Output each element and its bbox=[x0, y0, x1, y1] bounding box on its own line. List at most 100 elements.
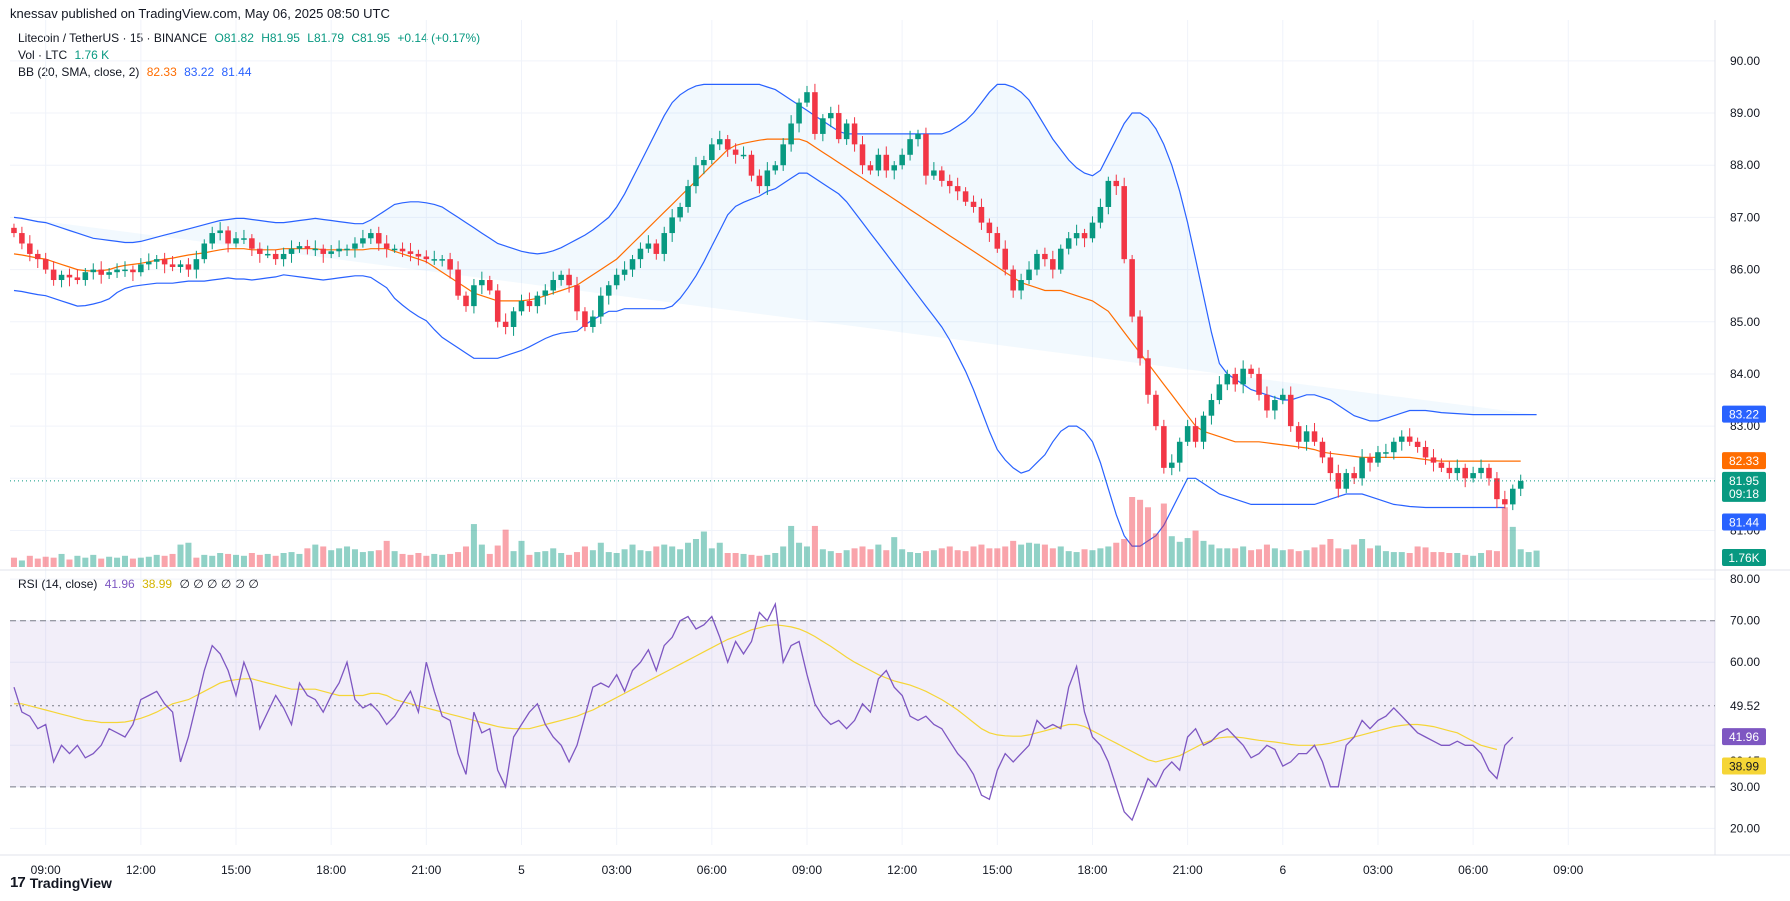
candle-body bbox=[629, 259, 636, 270]
candle-body bbox=[510, 311, 517, 327]
volume-bar bbox=[510, 551, 517, 567]
candle-body bbox=[566, 274, 572, 286]
candle-body bbox=[804, 92, 810, 103]
rsi-ma-value: 38.99 bbox=[142, 577, 173, 591]
candle-body bbox=[264, 253, 271, 256]
volume-bar bbox=[589, 550, 596, 567]
volume-bar bbox=[803, 546, 811, 567]
candle-body bbox=[534, 295, 541, 307]
candle-body bbox=[835, 113, 842, 140]
volume-bar bbox=[1073, 552, 1080, 567]
candle-body bbox=[375, 233, 382, 244]
volume-bar bbox=[399, 553, 406, 567]
rsi-tick-label: 80.00 bbox=[1730, 572, 1760, 586]
candle-body bbox=[1169, 462, 1175, 468]
candle-body bbox=[19, 233, 25, 244]
volume-bar bbox=[1144, 507, 1152, 567]
time-tick-label: 12:00 bbox=[887, 863, 917, 877]
rsi-legend[interactable]: RSI (14, close) 41.96 38.99 ∅ ∅ ∅ ∅ ∅ ∅ bbox=[18, 577, 263, 591]
volume-bar bbox=[978, 544, 985, 567]
candle-body bbox=[383, 243, 390, 249]
candle-body bbox=[471, 285, 477, 307]
candle-body bbox=[463, 295, 469, 307]
volume-bar bbox=[788, 525, 795, 567]
candle-body bbox=[1391, 441, 1397, 453]
volume-legend[interactable]: Vol · LTC 1.76 K bbox=[18, 48, 113, 62]
time-tick-label: 03:00 bbox=[1363, 863, 1393, 877]
candle-body bbox=[447, 259, 453, 270]
volume-bar bbox=[621, 549, 628, 567]
volume-bar bbox=[637, 550, 644, 567]
candle-body bbox=[1176, 441, 1183, 463]
time-tick-label: 03:00 bbox=[602, 863, 632, 877]
candle-body bbox=[1208, 400, 1215, 416]
time-tick-label: 09:00 bbox=[792, 863, 822, 877]
candle-body bbox=[1034, 253, 1040, 270]
volume-bar bbox=[1287, 549, 1294, 567]
volume-bar bbox=[1049, 548, 1056, 567]
candle-body bbox=[574, 285, 580, 312]
volume-bar bbox=[336, 548, 343, 567]
volume-bar bbox=[1010, 540, 1017, 567]
candle-body bbox=[1161, 426, 1167, 468]
candle-body bbox=[1446, 467, 1453, 474]
last-price-tag-bg bbox=[1722, 471, 1766, 502]
candle-body bbox=[487, 280, 493, 291]
candle-body bbox=[1065, 238, 1072, 249]
volume-bar bbox=[10, 557, 17, 567]
candle-body bbox=[1383, 452, 1389, 454]
candle-body bbox=[875, 154, 882, 171]
candle-body bbox=[193, 259, 200, 270]
volume-bar bbox=[1359, 539, 1366, 567]
volume-bar bbox=[1485, 550, 1493, 567]
candle-body bbox=[867, 165, 874, 171]
ohlc-open: O81.82 bbox=[214, 31, 254, 45]
volume-bar bbox=[1271, 548, 1278, 567]
volume-bar bbox=[1303, 550, 1310, 567]
volume-bar bbox=[1295, 551, 1302, 567]
volume-bar bbox=[217, 553, 224, 567]
candle-body bbox=[161, 259, 168, 265]
candle-body bbox=[716, 139, 723, 145]
volume-bar bbox=[1327, 539, 1334, 567]
candle-body bbox=[1375, 452, 1381, 463]
volume-bar bbox=[447, 553, 454, 567]
volume-bar bbox=[407, 554, 414, 567]
candle-body bbox=[1081, 233, 1088, 239]
volume-bar bbox=[1446, 553, 1453, 567]
candle-body bbox=[344, 248, 350, 251]
candle-body bbox=[280, 253, 287, 260]
candle-body bbox=[598, 295, 604, 317]
volume-bar bbox=[1216, 548, 1223, 567]
volume-bar bbox=[1311, 547, 1318, 567]
candle-body bbox=[1478, 467, 1484, 474]
candle-body bbox=[455, 269, 461, 296]
candle-body bbox=[1430, 457, 1437, 463]
volume-bar bbox=[264, 553, 271, 567]
candle-body bbox=[812, 92, 818, 134]
time-tick-label: 6 bbox=[1279, 863, 1286, 877]
symbol-legend[interactable]: Litecoin / TetherUS · 15 · BINANCE O81.8… bbox=[18, 31, 484, 45]
volume-bar bbox=[1367, 548, 1374, 567]
volume-bar bbox=[1255, 549, 1263, 567]
candle-body bbox=[169, 264, 176, 267]
candle-body bbox=[304, 246, 311, 249]
candle-body bbox=[709, 144, 715, 161]
volume-bar bbox=[26, 555, 33, 567]
candle-body bbox=[1232, 373, 1238, 385]
volume-bar bbox=[550, 548, 557, 567]
candle-body bbox=[899, 154, 905, 166]
volume-bar bbox=[1184, 538, 1191, 567]
volume-bar bbox=[1192, 530, 1199, 567]
candle-body bbox=[122, 269, 128, 272]
candle-body bbox=[637, 248, 644, 260]
candle-body bbox=[1121, 186, 1127, 260]
candle-body bbox=[820, 118, 826, 134]
candle-body bbox=[764, 170, 771, 187]
candle-body bbox=[772, 165, 779, 171]
candle-body bbox=[1105, 180, 1112, 207]
candle-body bbox=[1153, 394, 1159, 427]
candle-body bbox=[828, 113, 834, 119]
tradingview-footer[interactable]: 17 TradingView bbox=[10, 874, 112, 891]
